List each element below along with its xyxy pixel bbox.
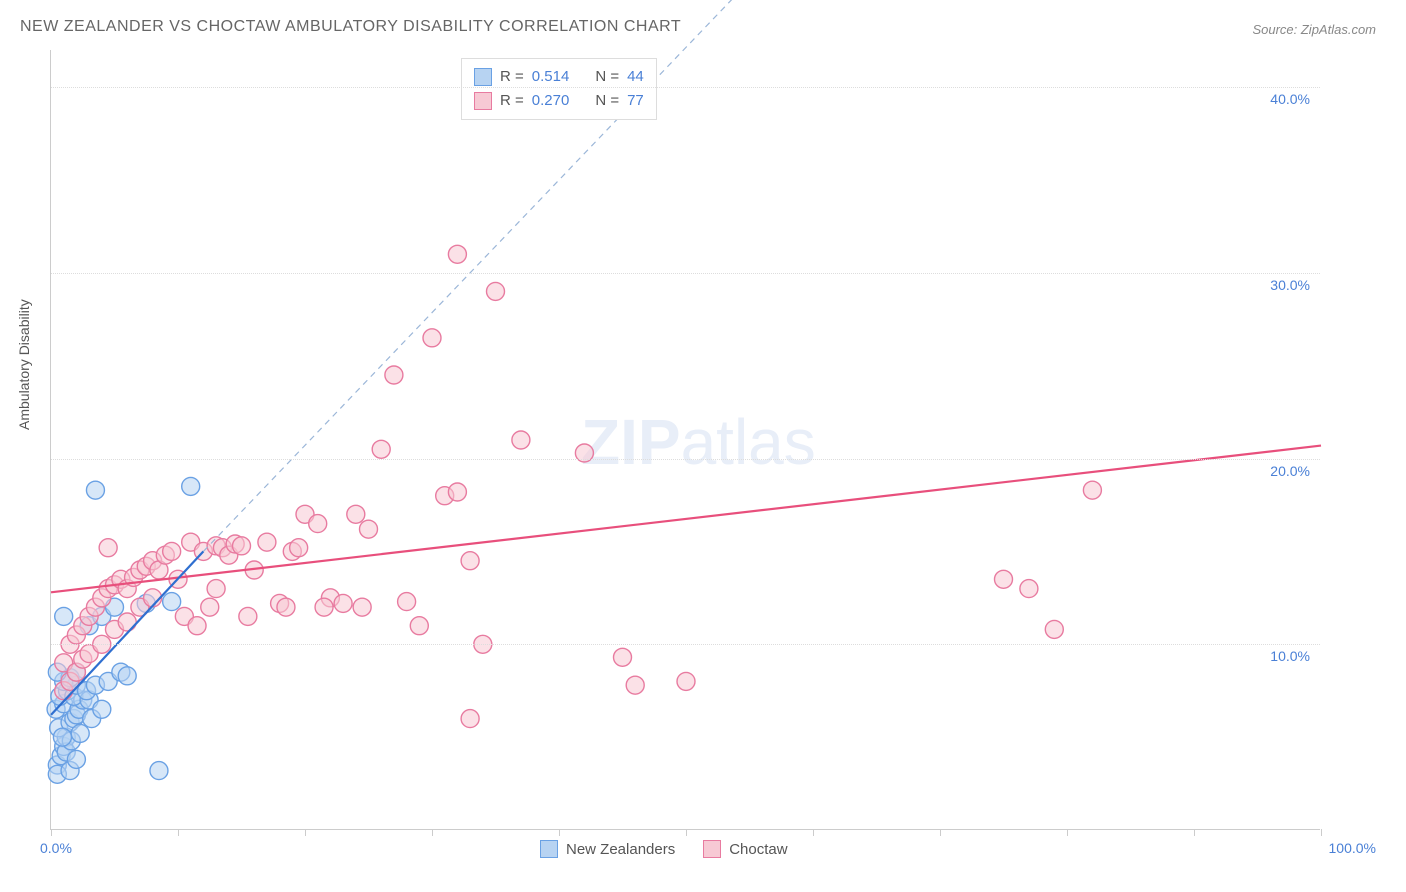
data-point — [614, 648, 632, 666]
y-tick-label: 30.0% — [1270, 277, 1310, 293]
gridline — [51, 459, 1320, 460]
y-tick-label: 10.0% — [1270, 648, 1310, 664]
legend-item-nz: New Zealanders — [540, 840, 675, 858]
data-point — [118, 613, 136, 631]
data-point — [461, 710, 479, 728]
data-point — [448, 483, 466, 501]
data-point — [372, 440, 390, 458]
x-tick — [432, 829, 433, 836]
y-axis-title: Ambulatory Disability — [16, 299, 32, 430]
data-point — [277, 598, 295, 616]
data-point — [207, 580, 225, 598]
data-point — [398, 593, 416, 611]
n-label: N = — [595, 65, 619, 89]
data-point — [461, 552, 479, 570]
data-point — [626, 676, 644, 694]
swatch-nz — [474, 68, 492, 86]
data-point — [182, 477, 200, 495]
legend-label-nz: New Zealanders — [566, 841, 675, 858]
n-value-ch: 77 — [627, 89, 644, 113]
data-point — [201, 598, 219, 616]
data-point — [1045, 620, 1063, 638]
legend-item-ch: Choctaw — [703, 840, 787, 858]
x-tick — [178, 829, 179, 836]
x-tick — [1194, 829, 1195, 836]
legend-row-nz: R = 0.514 N = 44 — [474, 65, 644, 89]
data-point — [53, 728, 71, 746]
scatter-svg — [51, 50, 1320, 829]
data-point — [360, 520, 378, 538]
x-tick — [813, 829, 814, 836]
y-tick-label: 20.0% — [1270, 463, 1310, 479]
data-point — [385, 366, 403, 384]
data-point — [995, 570, 1013, 588]
legend-row-ch: R = 0.270 N = 77 — [474, 89, 644, 113]
data-point — [353, 598, 371, 616]
gridline — [51, 644, 1320, 645]
source-attribution: Source: ZipAtlas.com — [1252, 22, 1376, 37]
data-point — [118, 667, 136, 685]
plot-area: ZIPatlas R = 0.514 N = 44 R = 0.270 N = … — [50, 50, 1320, 830]
data-point — [315, 598, 333, 616]
data-point — [163, 593, 181, 611]
swatch-ch — [703, 840, 721, 858]
data-point — [410, 617, 428, 635]
data-point — [1020, 580, 1038, 598]
data-point — [448, 245, 466, 263]
data-point — [67, 750, 85, 768]
n-value-nz: 44 — [627, 65, 644, 89]
data-point — [309, 515, 327, 533]
data-point — [347, 505, 365, 523]
data-point — [677, 672, 695, 690]
n-label: N = — [595, 89, 619, 113]
x-axis-max-label: 100.0% — [1329, 840, 1376, 856]
data-point — [233, 537, 251, 555]
data-point — [163, 542, 181, 560]
x-tick — [1321, 829, 1322, 836]
data-point — [334, 594, 352, 612]
data-point — [71, 724, 89, 742]
data-point — [150, 762, 168, 780]
gridline — [51, 87, 1320, 88]
data-point — [423, 329, 441, 347]
r-value-nz: 0.514 — [532, 65, 570, 89]
data-point — [55, 607, 73, 625]
r-label: R = — [500, 89, 524, 113]
y-tick-label: 40.0% — [1270, 91, 1310, 107]
x-tick — [1067, 829, 1068, 836]
correlation-legend: R = 0.514 N = 44 R = 0.270 N = 77 — [461, 58, 657, 120]
x-tick — [686, 829, 687, 836]
legend-label-ch: Choctaw — [729, 841, 787, 858]
r-label: R = — [500, 65, 524, 89]
x-tick — [940, 829, 941, 836]
swatch-ch — [474, 92, 492, 110]
data-point — [512, 431, 530, 449]
chart-title: NEW ZEALANDER VS CHOCTAW AMBULATORY DISA… — [20, 18, 681, 36]
chart-container: NEW ZEALANDER VS CHOCTAW AMBULATORY DISA… — [0, 0, 1406, 892]
x-tick — [305, 829, 306, 836]
data-point — [1083, 481, 1101, 499]
data-point — [93, 700, 111, 718]
data-point — [188, 617, 206, 635]
r-value-ch: 0.270 — [532, 89, 570, 113]
data-point — [290, 539, 308, 557]
gridline — [51, 273, 1320, 274]
data-point — [239, 607, 257, 625]
x-tick — [559, 829, 560, 836]
swatch-nz — [540, 840, 558, 858]
x-tick — [51, 829, 52, 836]
series-legend: New Zealanders Choctaw — [540, 840, 788, 858]
data-point — [258, 533, 276, 551]
data-point — [86, 481, 104, 499]
x-axis-min-label: 0.0% — [40, 840, 72, 856]
data-point — [99, 539, 117, 557]
data-point — [487, 282, 505, 300]
